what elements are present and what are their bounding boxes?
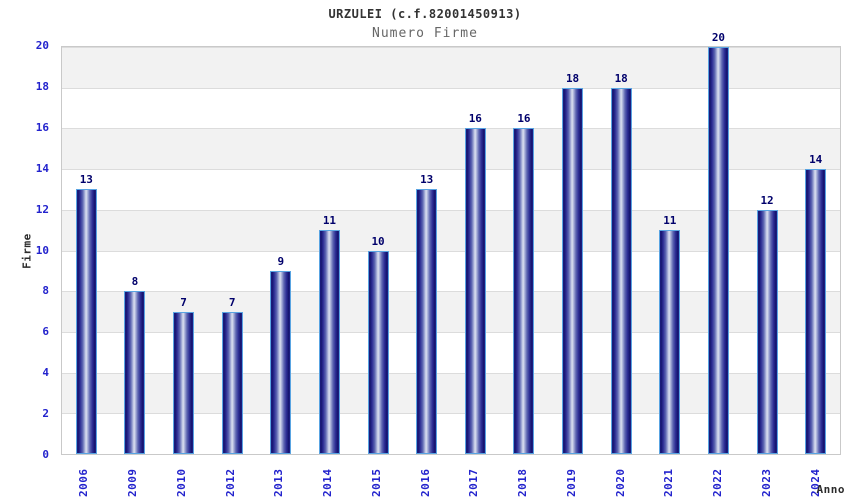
bar-value-label: 10 [371, 234, 385, 248]
bar-2009 [124, 291, 146, 454]
x-tick-label: 2009 [126, 468, 140, 498]
x-tick-label: 2021 [662, 468, 676, 498]
y-axis-ticks: 0 2 4 6 8 10 12 14 16 18 20 [0, 39, 55, 461]
y-tick-label: 20 [35, 39, 49, 52]
chart-title: URZULEI (c.f.82001450913) [328, 7, 522, 21]
bar-2024 [805, 169, 827, 454]
x-tick-label: 2014 [321, 468, 335, 498]
bar-2010 [173, 311, 195, 454]
bar-value-label: 13 [420, 173, 434, 187]
x-axis-title: Anno [816, 483, 845, 496]
bar-2012 [221, 311, 243, 454]
x-tick-label: 2022 [711, 468, 725, 498]
x-tick-label: 2015 [369, 468, 383, 498]
x-tick-label: 2012 [223, 468, 237, 498]
x-tick-label: 2010 [174, 468, 188, 498]
x-tick-label: 2023 [759, 468, 773, 498]
x-tick-label: 2006 [77, 468, 91, 498]
bar-2006 [75, 189, 97, 454]
x-tick-label: 2018 [516, 468, 530, 498]
bar-2023 [756, 209, 778, 454]
y-tick-label: 12 [35, 202, 49, 216]
bar-value-label: 8 [131, 275, 139, 289]
y-tick-label: 6 [42, 325, 49, 339]
chart-subtitle: Numero Firme [372, 26, 478, 41]
y-tick-label: 8 [42, 284, 49, 298]
plot-area: 13 8 7 7 9 11 10 13 16 16 18 18 11 20 12 14 [61, 31, 841, 455]
bar-value-label: 16 [468, 112, 482, 126]
y-tick-label: 16 [35, 120, 49, 134]
x-tick-label: 2020 [613, 468, 627, 498]
x-tick-label: 2016 [418, 468, 432, 498]
bar-2014 [318, 230, 340, 454]
x-axis-ticks: 2006 2009 2010 2012 2013 2014 2015 2016 2017 2018… [61, 458, 841, 500]
y-tick-label: 18 [35, 79, 49, 93]
bar-value-label: 11 [663, 214, 677, 228]
bar-value-label: 7 [228, 295, 236, 309]
y-tick-label: 4 [42, 366, 49, 380]
bar-value-label: 16 [517, 112, 531, 126]
bar-value-label: 7 [180, 295, 187, 309]
y-tick-label: 14 [35, 161, 49, 175]
bar-2021 [659, 230, 681, 454]
bar-2018 [513, 128, 535, 454]
y-tick-label: 0 [42, 448, 49, 461]
x-tick-label: 2017 [467, 468, 481, 498]
bar-2020 [610, 87, 632, 454]
bar-2019 [562, 87, 584, 454]
bar-2016 [416, 189, 438, 454]
bar-value-label: 18 [565, 71, 580, 85]
bar-2017 [464, 128, 486, 454]
bar-2022 [707, 47, 729, 454]
bar-value-label: 12 [760, 193, 774, 207]
x-tick-label: 2019 [564, 468, 578, 498]
x-tick-label: 2013 [272, 468, 286, 498]
bar-value-label: 18 [614, 71, 628, 85]
bar-value-label: 14 [809, 153, 823, 167]
bar-2013 [270, 270, 292, 454]
y-tick-label: 2 [42, 407, 49, 421]
bar-value-label: 11 [322, 214, 337, 228]
bar-value-label: 9 [277, 254, 285, 268]
y-tick-label: 10 [35, 243, 49, 257]
bar-2015 [367, 250, 389, 454]
bar-value-label: 13 [79, 173, 93, 187]
bar-value-label: 20 [711, 31, 726, 44]
